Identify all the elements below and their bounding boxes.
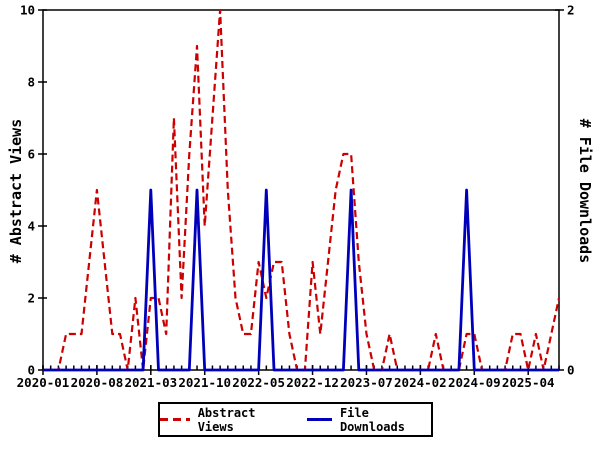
x-tick-label: 2022-05 [232, 375, 285, 390]
legend: Abstract Views File Downloads [158, 402, 433, 437]
left-tick-label: 4 [27, 219, 35, 234]
x-tick-label: 2021-03 [124, 375, 177, 390]
x-tick-label: 2025-04 [502, 375, 555, 390]
file-downloads-legend-line [306, 418, 332, 421]
x-tick-label: 2020-01 [17, 375, 70, 390]
left-tick-label: 0 [27, 363, 35, 378]
left-tick-label: 8 [27, 75, 35, 90]
right-tick-label: 2 [567, 3, 575, 18]
right-tick-label: 0 [567, 363, 575, 378]
x-tick-label: 2022-12 [286, 375, 339, 390]
x-tick-label: 2024-02 [394, 375, 447, 390]
x-tick-label: 2020-08 [71, 375, 124, 390]
abstract-views-line [43, 8, 561, 372]
abstract-views-legend-label: Abstract Views [197, 405, 256, 434]
x-tick-label: 2024-09 [448, 375, 501, 390]
abstract-views-legend-line [160, 418, 190, 421]
left-tick-label: 6 [27, 147, 35, 162]
file-downloads-line [43, 188, 559, 372]
left-tick-label: 10 [20, 3, 35, 18]
left-axis-title: # Abstract Views [7, 118, 25, 264]
right-axis-title: # File Downloads [576, 118, 594, 264]
x-tick-label: 2023-07 [340, 375, 393, 390]
left-tick-label: 2 [27, 291, 35, 306]
file-downloads-legend-label: File Downloads [339, 405, 405, 434]
x-tick-label: 2021-10 [178, 375, 231, 390]
